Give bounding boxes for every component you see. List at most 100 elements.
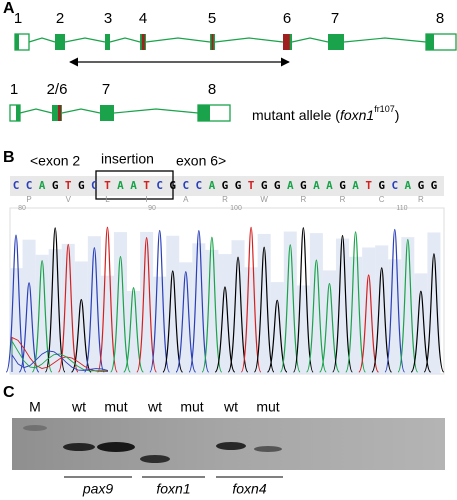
trace-peak [227, 256, 249, 373]
exon-coding [15, 34, 19, 50]
trace-peak [123, 287, 144, 373]
quality-bar [218, 254, 232, 374]
mutant-caption: mutant allele (foxn1fr107) [252, 104, 399, 122]
trace-peak [70, 298, 92, 373]
intron [214, 37, 284, 43]
quality-bar [322, 270, 336, 374]
base: A [287, 179, 294, 192]
trace-peak [423, 253, 445, 373]
base: G [339, 179, 346, 192]
base: C [391, 179, 398, 192]
exon-number: 3 [104, 10, 112, 27]
base: A [209, 179, 216, 192]
exon-junction [211, 34, 214, 50]
insertion-label: insertion [101, 151, 154, 167]
trace-peak [18, 282, 40, 373]
trace-peak [279, 244, 301, 373]
base: A [39, 179, 46, 192]
trace-peak [292, 227, 314, 373]
trace-peak [397, 238, 419, 373]
trace-peak [83, 247, 105, 373]
lane-label: M [29, 399, 41, 415]
base: T [248, 179, 255, 192]
intron [145, 37, 211, 43]
trace-peak [162, 270, 184, 373]
exon-junction [283, 34, 290, 50]
quality-bar [87, 236, 101, 374]
gel-band [23, 425, 47, 431]
exon-number: 4 [139, 10, 147, 27]
amino-acid: R [418, 195, 424, 204]
amino-acid: C [379, 195, 385, 204]
exon-number: 2/6 [47, 81, 68, 98]
wild-type-gene: 1 2 3 4 5 6 7 8 [14, 10, 457, 51]
quality-bar [414, 273, 428, 374]
exon-number: 7 [102, 81, 110, 98]
base: T [365, 179, 372, 192]
quality-bar [127, 291, 141, 374]
sequence-bar [10, 176, 444, 196]
base: C [182, 179, 189, 192]
base: A [326, 179, 333, 192]
exon-number: 5 [208, 10, 216, 27]
base: G [169, 179, 176, 192]
base: A [313, 179, 320, 192]
intron [28, 37, 56, 43]
trace-peak [136, 236, 157, 373]
panel-label: C [3, 384, 15, 401]
lane-label: wt [71, 399, 86, 415]
trace-peak [358, 274, 380, 373]
quality-bar [61, 243, 75, 374]
trace-noise [11, 350, 109, 372]
exon-number: 7 [331, 10, 339, 27]
panel-label: A [3, 0, 15, 17]
intron [109, 37, 141, 43]
lane-label: mut [256, 399, 279, 415]
trace-peak [266, 299, 288, 373]
quality-bar [74, 261, 88, 374]
exon-number: 1 [14, 10, 22, 27]
base: A [130, 179, 137, 192]
trace-peak [175, 271, 197, 373]
gene-label: foxn4 [232, 481, 266, 497]
trace-peak [201, 236, 223, 373]
exon-label: exon 6> [176, 153, 226, 169]
trace-peak [371, 267, 393, 373]
base: T [104, 179, 111, 192]
gel-band [63, 443, 95, 451]
quality-bar [179, 262, 193, 374]
amino-acid: R [300, 195, 306, 204]
intron [61, 108, 101, 114]
trace-peak [384, 228, 406, 373]
exon-number: 8 [436, 10, 444, 27]
quality-bar [205, 249, 219, 374]
trace-peak [57, 243, 79, 373]
quality-bar [113, 232, 128, 374]
trace-peak [44, 227, 66, 373]
position: 90 [148, 205, 156, 212]
amino-acid: L [105, 195, 110, 204]
chromatogram [5, 226, 445, 374]
amino-acid: R [340, 195, 346, 204]
intron [113, 108, 199, 114]
quality-bar [401, 237, 415, 374]
trace-peak [253, 246, 275, 373]
base: A [117, 179, 124, 192]
gel-band [254, 446, 282, 452]
lane-label: wt [147, 399, 162, 415]
amino-acid: I [145, 195, 147, 204]
quality-bar [309, 233, 323, 374]
base: C [156, 179, 163, 192]
exon-coding [426, 34, 434, 50]
trace-peak [240, 226, 262, 373]
quality-bar [362, 247, 376, 374]
trace-peak [319, 282, 340, 373]
base: G [300, 179, 307, 192]
quality-bar [192, 243, 206, 374]
base: C [196, 179, 203, 192]
quality-bar [270, 282, 284, 374]
base: G [418, 179, 425, 192]
gene-label: foxn1 [156, 481, 190, 497]
